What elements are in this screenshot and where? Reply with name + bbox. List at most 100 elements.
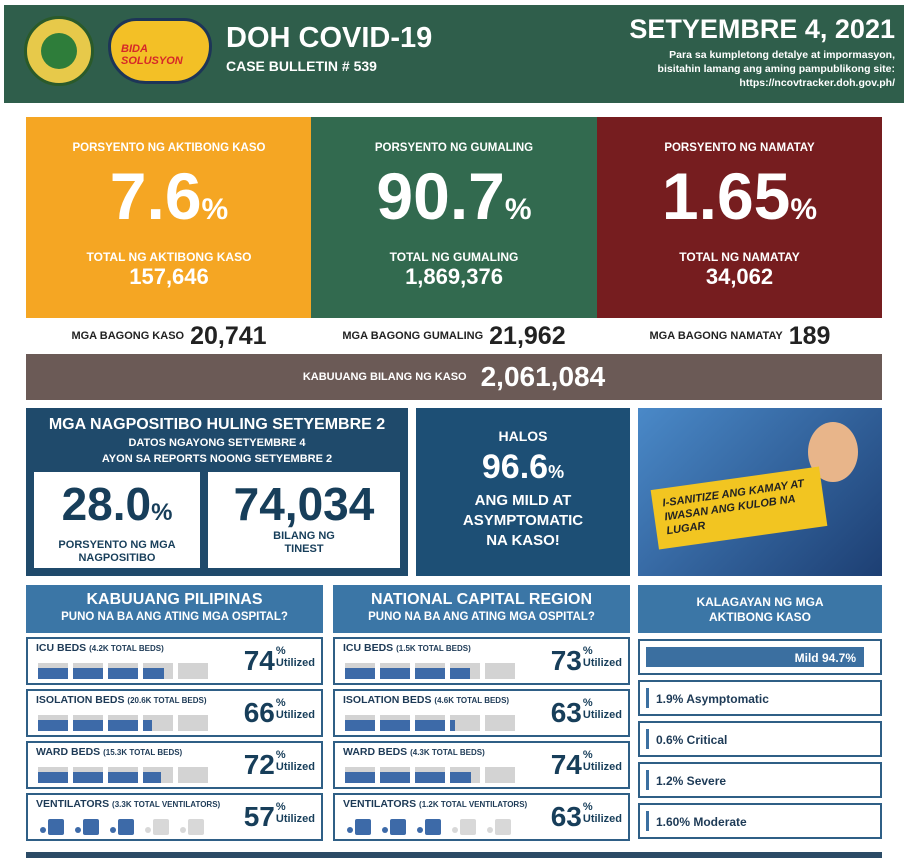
stat-percent: 90.7: [376, 159, 505, 233]
ventilator-icon: [450, 819, 480, 837]
rate-caption: PORSYENTO NG MGA: [58, 539, 176, 551]
bed-icon: [345, 767, 375, 783]
utilization-icons: [345, 819, 515, 837]
bed-icon: [415, 715, 445, 731]
bed-icon: [73, 663, 103, 679]
utilization-percent: 63: [550, 801, 582, 832]
stat-total-label: TOTAL NG GUMALING: [389, 250, 519, 264]
new-value: 20,741: [190, 321, 267, 350]
severity-text: 0.6% Critical: [656, 733, 728, 747]
bed-icon: [415, 767, 445, 783]
panel-header: KABUUANG PILIPINAS PUNO NA BA ANG ATING M…: [26, 585, 323, 633]
new-count: MGA BAGONG GUMALING 21,962: [311, 320, 597, 352]
footer-strip: [26, 852, 882, 858]
utilized-label: Utilized: [275, 657, 315, 669]
hospital-panel: NATIONAL CAPITAL REGION PUNO NA BA ANG AT…: [333, 585, 630, 850]
resource-total: (20.6K TOTAL BEDS): [127, 696, 207, 705]
resource-label: ISOLATION BEDS: [36, 694, 125, 706]
positivity-sub2: AYON SA REPORTS NOONG SETYEMBRE 2: [101, 453, 333, 465]
severity-text: 1.2% Severe: [656, 774, 727, 788]
ventilator-icon: [143, 819, 173, 837]
pct-sign: %: [275, 801, 286, 813]
utilization-percent: 72: [243, 749, 275, 780]
severity-text: 1.60% Moderate: [656, 815, 747, 829]
note-line: bisitahin lamang ang aming pampublikong …: [657, 63, 895, 75]
bed-icon: [73, 767, 103, 783]
bed-icon: [108, 715, 138, 731]
mild-caption: ANG MILD AT: [474, 492, 572, 509]
bed-icon: [345, 663, 375, 679]
bed-icon: [485, 663, 515, 679]
bed-icon: [450, 767, 480, 783]
new-label: MGA BAGONG KASO: [71, 330, 185, 342]
bed-icon: [415, 663, 445, 679]
new-count: MGA BAGONG KASO 20,741: [26, 320, 312, 352]
panel-title: NATIONAL CAPITAL REGION: [370, 591, 593, 608]
severity-header: KALAGAYAN NG MGA AKTIBONG KASO: [638, 585, 882, 633]
ventilator-icon: [380, 819, 410, 837]
tested-caption: BILANG NG: [273, 530, 335, 542]
utilized-label: Utilized: [582, 761, 622, 773]
bed-icon: [108, 663, 138, 679]
hospital-panel: KABUUANG PILIPINAS PUNO NA BA ANG ATING M…: [26, 585, 323, 850]
severity-text: 1.9% Asymptomatic: [656, 692, 769, 706]
stat-total-label: TOTAL NG AKTIBONG KASO: [86, 250, 252, 264]
stat-card: PORSYENTO NG AKTIBONG KASO 7.6% TOTAL NG…: [26, 117, 312, 318]
pct-sign: %: [582, 645, 593, 657]
bulletin-number: CASE BULLETIN # 539: [226, 58, 377, 74]
tested-caption: TINEST: [284, 543, 324, 555]
stat-card: PORSYENTO NG NAMATAY 1.65% TOTAL NG NAMA…: [597, 117, 882, 318]
pct-sign: %: [504, 193, 532, 226]
pct-sign: %: [582, 697, 593, 709]
bed-icon: [345, 715, 375, 731]
bed-icon: [73, 715, 103, 731]
utilization-row: WARD BEDS (4.3K TOTAL BEDS) 74% Utilized: [333, 741, 630, 789]
panel-title: KABUUANG PILIPINAS: [86, 591, 263, 608]
pct-sign: %: [201, 193, 229, 226]
resource-total: (4.3K TOTAL BEDS): [410, 748, 485, 757]
new-count: MGA BAGONG NAMATAY 189: [597, 320, 883, 352]
tracker-link[interactable]: https://ncovtracker.doh.gov.ph/: [739, 77, 895, 89]
bed-icon: [450, 663, 480, 679]
halos-label: HALOS: [498, 428, 548, 444]
bed-icon: [380, 767, 410, 783]
pct-sign: %: [582, 749, 593, 761]
bed-icon: [38, 663, 68, 679]
utilized-label: Utilized: [582, 657, 622, 669]
pct-sign: %: [275, 645, 286, 657]
sanitize-banner: I-SANITIZE ANG KAMAY AT IWASAN ANG KULOB…: [650, 466, 828, 550]
utilization-icons: [345, 663, 515, 679]
header-title: DOH COVID-19: [226, 22, 433, 54]
pct-sign: %: [582, 801, 593, 813]
panel-subtitle: PUNO NA BA ANG ATING MGA OSPITAL?: [61, 611, 288, 623]
bed-icon: [143, 767, 173, 783]
resource-label: ICU BEDS: [343, 642, 394, 654]
tested-card: 74,034 BILANG NG TINEST: [208, 472, 400, 568]
utilized-label: Utilized: [275, 813, 315, 825]
stat-label: PORSYENTO NG AKTIBONG KASO: [72, 142, 266, 154]
severity-panel: KALAGAYAN NG MGA AKTIBONG KASO Mild 94.7%…: [638, 585, 882, 850]
utilization-icons: [38, 715, 208, 731]
positivity-box: MGA NAGPOSITIBO HULING SETYEMBRE 2 DATOS…: [26, 408, 408, 576]
utilized-label: Utilized: [275, 709, 315, 721]
bida-solusyon-logo: BIDA SOLUSYON: [108, 18, 212, 84]
sanitize-illustration: I-SANITIZE ANG KAMAY AT IWASAN ANG KULOB…: [638, 408, 882, 576]
total-cases-bar: KABUUANG BILANG NG KASO 2,061,084: [26, 354, 882, 400]
severity-title: AKTIBONG KASO: [709, 610, 811, 624]
stat-total-label: TOTAL NG NAMATAY: [679, 250, 800, 264]
ventilator-icon: [73, 819, 103, 837]
utilization-row: ICU BEDS (4.2K TOTAL BEDS) 74% Utilized: [26, 637, 323, 685]
panel-header: NATIONAL CAPITAL REGION PUNO NA BA ANG AT…: [333, 585, 630, 633]
stat-percent: 1.65: [661, 159, 791, 233]
stat-total: 157,646: [129, 264, 209, 289]
positivity-title: MGA NAGPOSITIBO HULING SETYEMBRE 2: [48, 416, 386, 433]
utilization-percent: 66: [243, 697, 275, 728]
bed-icon: [143, 715, 173, 731]
ventilator-icon: [108, 819, 138, 837]
logo-text: BIDA SOLUSYON: [121, 43, 183, 67]
utilized-label: Utilized: [275, 761, 315, 773]
resource-label: WARD BEDS: [36, 746, 101, 758]
stat-card: PORSYENTO NG GUMALING 90.7% TOTAL NG GUM…: [311, 117, 597, 318]
stat-total: 34,062: [705, 264, 774, 289]
ventilator-icon: [485, 819, 515, 837]
